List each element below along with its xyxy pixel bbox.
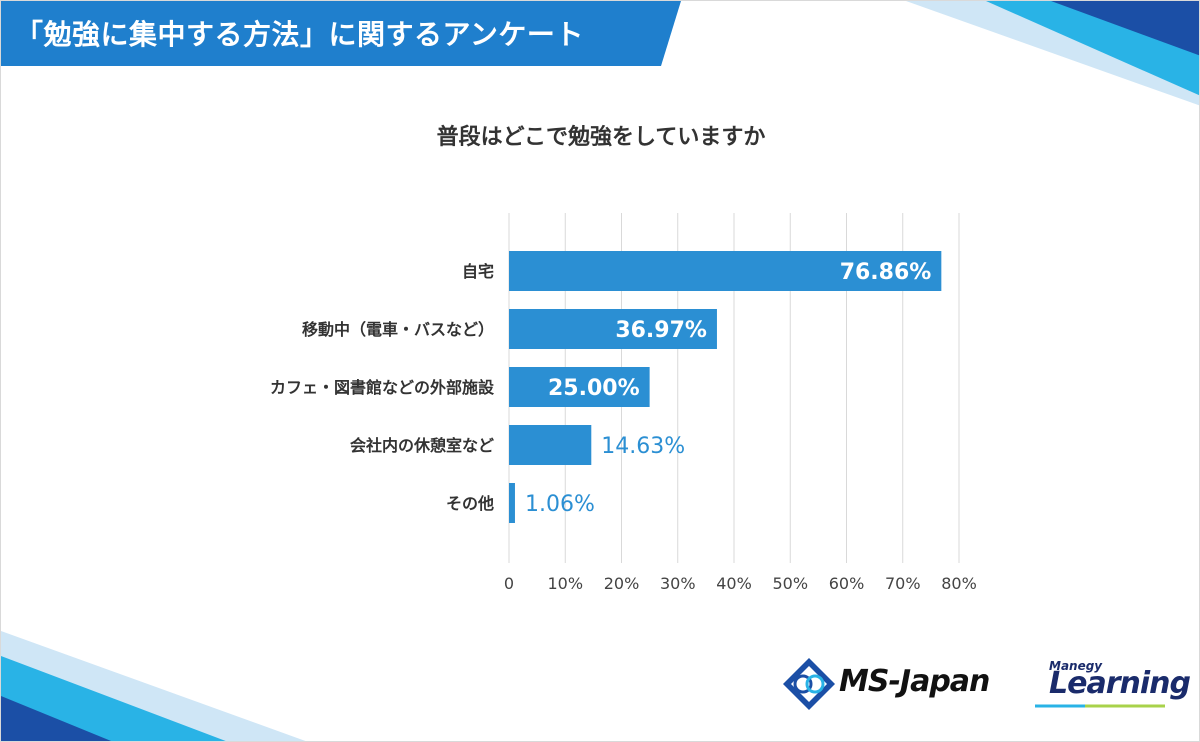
category-label: 移動中（電車・バスなど） <box>302 320 494 339</box>
data-label: 76.86% <box>840 260 932 285</box>
manegy-wordmark: Manegy <box>1049 659 1103 673</box>
bar <box>509 309 717 349</box>
bar <box>509 367 650 407</box>
bar <box>509 425 592 465</box>
x-tick-label: 20% <box>604 574 640 593</box>
x-tick-label: 30% <box>660 574 696 593</box>
x-tick-label: 60% <box>829 574 865 593</box>
x-tick-label: 40% <box>716 574 752 593</box>
category-label: 会社内の休憩室など <box>350 436 494 455</box>
learning-wordmark: Learning <box>1049 666 1191 701</box>
x-tick-label: 50% <box>772 574 808 593</box>
header-banner <box>1 1 681 66</box>
ms-japan-wordmark: MS-Japan <box>839 664 990 699</box>
manegy-learning-logo: Manegy Learning <box>1025 656 1191 716</box>
x-tick-label: 10% <box>547 574 583 593</box>
top-right-stripe-dark <box>1051 1 1199 56</box>
data-label: 36.97% <box>615 318 707 343</box>
ms-japan-logo: MS-Japan <box>781 656 1006 716</box>
ms-japan-emblem-icon <box>783 658 835 710</box>
learning-underline-icon <box>1035 704 1165 708</box>
bar <box>509 251 942 291</box>
category-label: 自宅 <box>462 262 494 281</box>
x-tick-label: 80% <box>941 574 977 593</box>
category-label: カフェ・図書館などの外部施設 <box>270 378 495 397</box>
category-label: その他 <box>446 494 494 513</box>
data-label: 1.06% <box>525 492 595 517</box>
x-tick-label: 70% <box>885 574 921 593</box>
bottom-left-stripe-dark <box>1 696 112 741</box>
chart-title: 普段はどこで勉強をしていますか <box>436 125 766 150</box>
header-title: 「勉強に集中する方法」に関するアンケート <box>15 18 584 51</box>
bar <box>509 483 515 523</box>
data-label: 25.00% <box>548 376 640 401</box>
x-tick-label: 0 <box>504 574 514 593</box>
data-label: 14.63% <box>601 434 685 459</box>
